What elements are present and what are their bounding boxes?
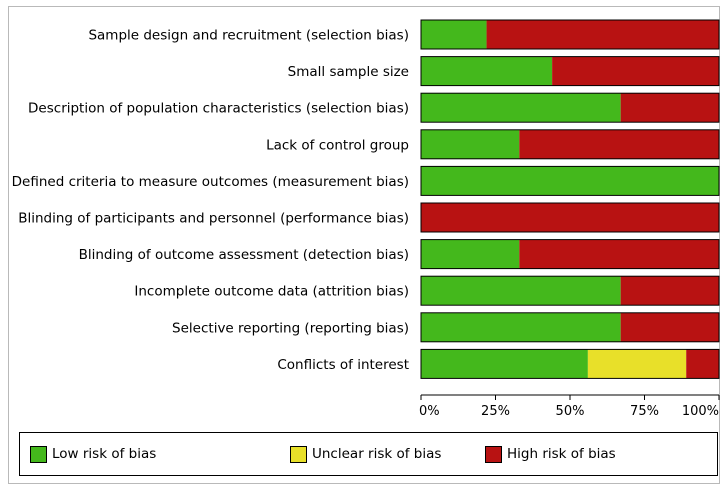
- bar-segment-unclear-risk-of-bias: [587, 349, 687, 379]
- bar-outline: [420, 92, 720, 123]
- category-label: Selective reporting (reporting bias): [172, 320, 409, 336]
- bar-segment-high-risk-of-bias: [552, 56, 719, 86]
- x-tick-label: 100%: [682, 404, 719, 419]
- legend-swatch: [485, 445, 502, 463]
- legend-label: High risk of bias: [507, 446, 616, 462]
- bar-segment-low-risk-of-bias: [421, 20, 487, 49]
- bar-segment-low-risk-of-bias: [421, 312, 621, 342]
- bar-segment-high-risk-of-bias: [519, 239, 719, 269]
- legend: Low risk of bias Unclear risk of bias High…: [19, 432, 718, 476]
- legend-item: High risk of bias: [485, 433, 616, 475]
- bar-segment-high-risk-of-bias: [620, 276, 719, 306]
- bar-outline: [420, 202, 720, 233]
- legend-item: Unclear risk of bias: [290, 433, 441, 475]
- x-tick-label: 75%: [630, 404, 659, 419]
- bar-segment-high-risk-of-bias: [486, 20, 719, 49]
- bar-segment-high-risk-of-bias: [421, 203, 719, 232]
- bar-segment-high-risk-of-bias: [519, 129, 719, 159]
- bar-outline: [420, 275, 720, 306]
- category-label: Blinding of participants and personnel (…: [18, 211, 409, 227]
- x-tick-label: 0%: [419, 404, 440, 419]
- bar-outline: [420, 239, 720, 270]
- category-label: Conflicts of interest: [277, 357, 409, 373]
- bar-segment-low-risk-of-bias: [421, 276, 621, 306]
- category-label: Incomplete outcome data (attrition bias): [134, 284, 409, 300]
- bar-segment-low-risk-of-bias: [421, 93, 621, 123]
- category-label: Sample design and recruitment (selection…: [88, 28, 409, 44]
- bar-segment-low-risk-of-bias: [421, 129, 520, 159]
- bar-segment-low-risk-of-bias: [421, 349, 588, 379]
- x-tick-label: 50%: [556, 404, 585, 419]
- bar-outline: [420, 312, 720, 343]
- bars: [420, 19, 720, 379]
- bar-segment-high-risk-of-bias: [620, 93, 719, 123]
- category-label: Blinding of outcome assessment (detectio…: [79, 247, 409, 263]
- category-label: Defined criteria to measure outcomes (me…: [12, 174, 409, 190]
- x-tick-label: 25%: [481, 404, 510, 419]
- bar-segment-high-risk-of-bias: [686, 349, 719, 379]
- x-axis: 0% 25% 50% 75% 100%: [419, 394, 720, 419]
- bar-segment-high-risk-of-bias: [620, 312, 719, 342]
- legend-swatch: [290, 445, 307, 463]
- bar-outline: [420, 56, 720, 87]
- category-label: Small sample size: [288, 64, 409, 80]
- bar-outline: [420, 348, 720, 379]
- bar-outline: [420, 165, 720, 196]
- bar-outline: [420, 19, 720, 50]
- legend-label: Unclear risk of bias: [312, 446, 442, 462]
- category-labels: Sample design and recruitment (selection…: [12, 28, 409, 373]
- bar-segment-low-risk-of-bias: [421, 166, 719, 196]
- bar-chart: Sample design and recruitment (selection…: [12, 19, 720, 419]
- category-label: Lack of control group: [266, 137, 409, 153]
- category-label: Description of population characteristic…: [28, 101, 409, 117]
- bar-segment-low-risk-of-bias: [421, 56, 553, 86]
- legend-item: Low risk of bias: [30, 433, 156, 475]
- bar-segment-low-risk-of-bias: [421, 239, 520, 269]
- bar-outline: [420, 129, 720, 160]
- legend-swatch: [30, 445, 47, 463]
- legend-label: Low risk of bias: [52, 446, 157, 462]
